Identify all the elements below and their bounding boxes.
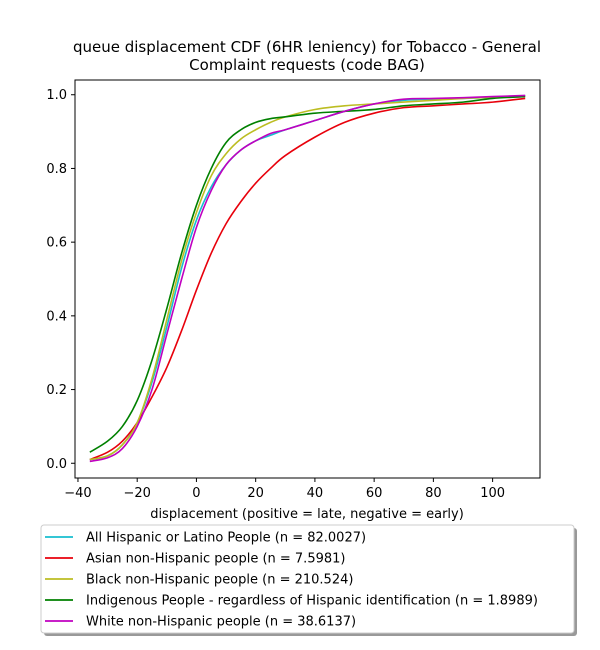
y-tick-label: 1.0	[46, 88, 67, 103]
y-tick-label: 0.4	[46, 309, 67, 324]
legend-entry-label: Asian non-Hispanic people (n = 7.5981)	[86, 552, 345, 567]
x-tick-label: 0	[192, 486, 200, 501]
y-axis-ticks: 0.0 0.2 0.4 0.6 0.8 1.0	[46, 88, 75, 472]
y-tick-label: 0.0	[46, 457, 67, 472]
legend-entry-label: Black non-Hispanic people (n = 210.524)	[86, 573, 353, 588]
legend: All Hispanic or Latino People (n = 82.00…	[40, 524, 577, 636]
x-tick-label: −40	[64, 486, 91, 501]
chart-title: queue displacement CDF (6HR leniency) fo…	[73, 38, 541, 74]
chart-title-line: Complaint requests (code BAG)	[189, 56, 425, 74]
legend-entry-label: Indigenous People - regardless of Hispan…	[86, 594, 538, 609]
y-tick-label: 0.8	[46, 162, 67, 177]
x-tick-label: 60	[366, 486, 383, 501]
series-lines	[89, 94, 526, 463]
x-tick-label: 40	[307, 486, 324, 501]
x-axis-label: displacement (positive = late, negative …	[150, 507, 464, 522]
series-line-4	[89, 95, 526, 453]
series-line-3	[89, 95, 526, 461]
legend-entry-label: All Hispanic or Latino People (n = 82.00…	[86, 531, 366, 546]
x-axis-ticks: −40 −20 0 20 40 60 80 100	[64, 478, 505, 501]
series-line-1	[89, 95, 526, 461]
y-tick-label: 0.2	[46, 383, 67, 398]
series-line-5	[89, 94, 526, 463]
x-tick-label: 80	[425, 486, 442, 501]
series-line-2	[89, 97, 526, 461]
legend-entry-label: White non-Hispanic people (n = 38.6137)	[86, 615, 356, 630]
plot-area-frame	[74, 79, 541, 479]
x-tick-label: 20	[247, 486, 264, 501]
x-tick-label: 100	[480, 486, 505, 501]
y-tick-label: 0.6	[46, 236, 67, 251]
chart-title-line: queue displacement CDF (6HR leniency) fo…	[73, 38, 541, 56]
x-tick-label: −20	[123, 486, 150, 501]
legend-box	[40, 524, 575, 634]
